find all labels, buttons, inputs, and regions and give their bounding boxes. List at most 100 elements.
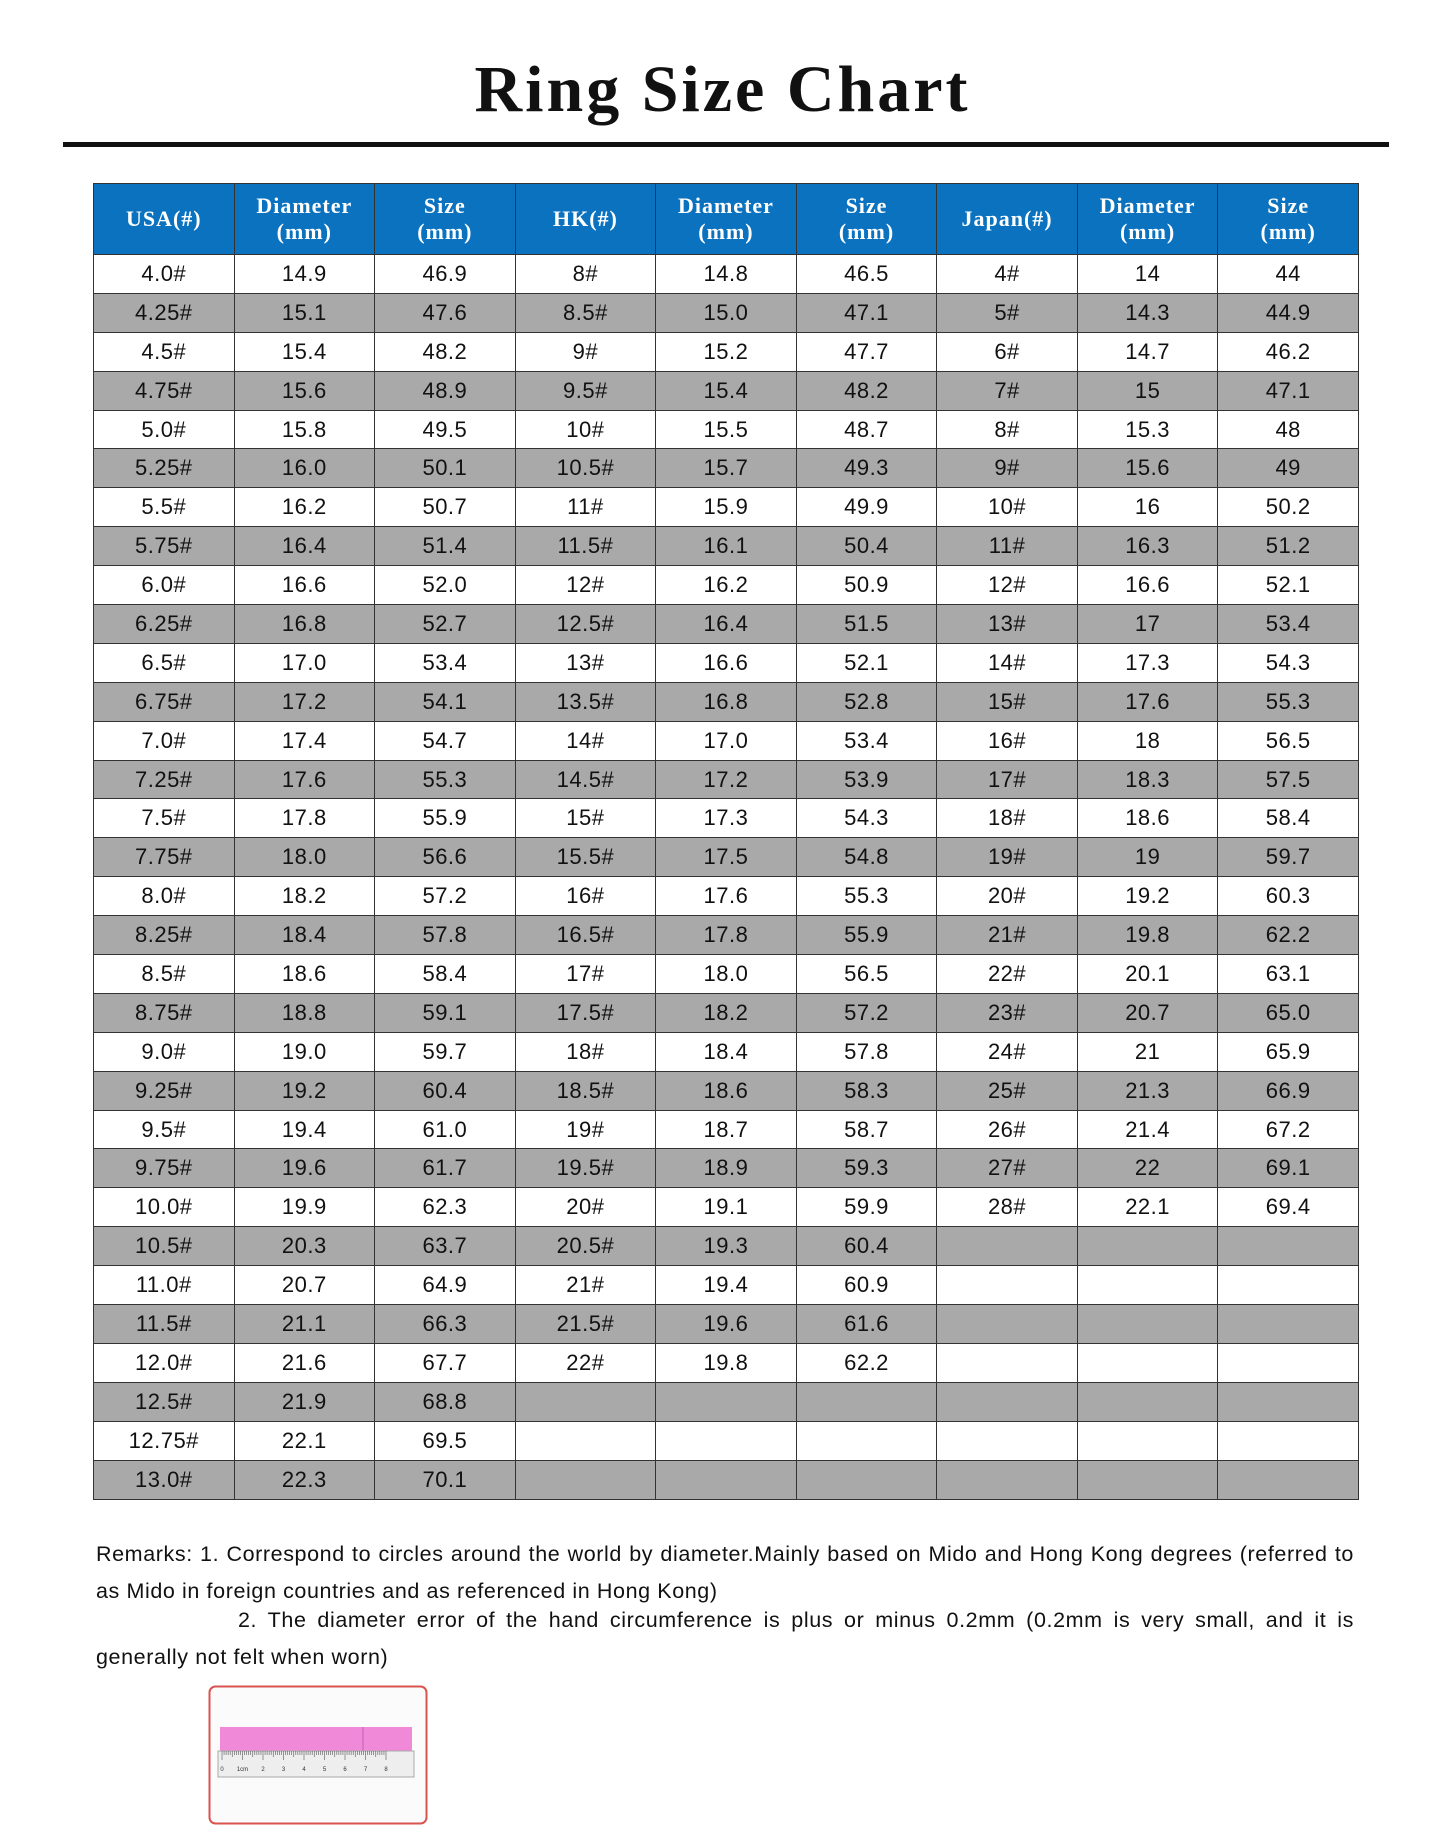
table-cell: 17.6 — [1076, 681, 1219, 722]
table-cell: 16 — [1076, 487, 1219, 528]
table-cell: 8.5# — [93, 954, 235, 994]
table-cell: 62.2 — [795, 1342, 938, 1383]
table-cell: 9.5# — [93, 1109, 235, 1150]
table-cell: 19.0 — [233, 1031, 376, 1072]
table-cell: 18.9 — [655, 1148, 797, 1189]
table-cell: 53.9 — [795, 759, 938, 800]
table-cell — [514, 1459, 657, 1500]
table-cell: 12.0# — [93, 1342, 235, 1383]
remarks: Remarks: 1. Correspond to circles around… — [96, 1536, 1354, 1676]
table-row: 5.5# 16.2 50.7 11# 15.9 49.9 10# 16 50.2 — [93, 487, 1359, 528]
table-cell: 19# — [936, 837, 1078, 878]
table-cell — [936, 1342, 1078, 1383]
table-cell — [1217, 1342, 1359, 1383]
table-cell: 64.9 — [374, 1265, 516, 1306]
table-cell: 63.7 — [374, 1226, 516, 1267]
table-cell: 11# — [936, 526, 1078, 567]
table-cell: 47.7 — [795, 331, 938, 372]
table-row: 10.5# 20.3 63.7 20.5# 19.3 60.4 — [93, 1226, 1359, 1267]
table-cell: 28# — [936, 1187, 1078, 1228]
table-row: 9.25# 19.2 60.4 18.5# 18.6 58.3 25# 21.3 66.9 — [93, 1070, 1359, 1111]
remark: Remarks: 1. Correspond to circles around… — [96, 1542, 1354, 1603]
table-row: 8.0# 18.2 57.2 16# 17.6 55.3 20# 19.2 60.3 — [93, 876, 1359, 917]
table-cell: 11.5# — [514, 526, 657, 567]
table-row: 7.75# 18.0 56.6 15.5# 17.5 54.8 19# 19 59.7 — [93, 837, 1359, 878]
title: Ring Size Chart — [474, 53, 971, 126]
table-cell: 22.3 — [233, 1459, 376, 1500]
table-cell: 19.5# — [514, 1148, 657, 1189]
table-cell: 17.8 — [233, 798, 376, 839]
table-cell: 61.0 — [374, 1109, 516, 1150]
table-cell — [1076, 1265, 1219, 1306]
table-cell: 57.8 — [795, 1031, 938, 1072]
table-cell — [1076, 1420, 1219, 1461]
table-cell: 8# — [936, 409, 1078, 450]
table-cell: 17.5# — [514, 992, 657, 1033]
table-cell: 4.25# — [93, 292, 235, 333]
table-cell: 20# — [936, 876, 1078, 917]
table-cell: 51.5 — [795, 604, 938, 644]
table-cell: 19.2 — [1076, 876, 1219, 917]
table-cell — [936, 1304, 1078, 1344]
table-cell — [1217, 1381, 1359, 1422]
table-cell: 50.2 — [1217, 487, 1359, 528]
table-cell: 52.1 — [1217, 565, 1359, 606]
table-cell: 8.0# — [93, 876, 235, 917]
table-row: 6.5# 17.0 53.4 13# 16.6 52.1 14# 17.3 54.3 — [93, 642, 1359, 683]
table-cell: 8.25# — [93, 915, 235, 956]
table-row: 5.25# 16.0 50.1 10.5# 15.7 49.3 9# 15.6 49 — [93, 448, 1359, 489]
table-cell: 59.9 — [795, 1187, 938, 1228]
table-cell — [1076, 1459, 1219, 1500]
ruler-image: 0 1cm 2 3 4 5 6 7 8 — [208, 1685, 428, 1825]
table-cell: 7.0# — [93, 720, 235, 761]
table-cell: 14.3 — [1076, 292, 1219, 333]
table-cell — [936, 1420, 1078, 1461]
table-cell: 9.75# — [93, 1148, 235, 1189]
table-cell: 14.8 — [655, 254, 797, 294]
header-cell: Diameter (mm) — [655, 183, 797, 255]
table-cell: 60.4 — [374, 1070, 516, 1111]
table-row: 12.5# 21.9 68.8 — [93, 1381, 1359, 1422]
ruler-ticks: 0 1cm 2 3 4 5 6 7 8 — [220, 1751, 388, 1773]
table-cell: 20.7 — [1076, 992, 1219, 1033]
table-row: 11.5# 21.1 66.3 21.5# 19.6 61.6 — [93, 1304, 1359, 1344]
table-cell: 19.3 — [655, 1226, 797, 1267]
table-cell: 11.0# — [93, 1265, 235, 1306]
table-row: 9.0# 19.0 59.7 18# 18.4 57.8 24# 21 65.9 — [93, 1031, 1359, 1072]
table-cell: 17.0 — [655, 720, 797, 761]
table-cell: 9.0# — [93, 1031, 235, 1072]
table-cell: 7.5# — [93, 798, 235, 839]
table-cell: 69.4 — [1217, 1187, 1359, 1228]
table-cell: 57.8 — [374, 915, 516, 956]
table-cell: 49 — [1217, 448, 1359, 489]
table-cell: 14# — [936, 642, 1078, 683]
table-cell: 44 — [1217, 254, 1359, 294]
table-cell: 19.1 — [655, 1187, 797, 1228]
table-row: 6.25# 16.8 52.7 12.5# 16.4 51.5 13# 17 53.4 — [93, 604, 1359, 644]
table-cell: 49.5 — [374, 409, 516, 450]
table-cell: 4.75# — [93, 370, 235, 411]
table-cell: 18.2 — [655, 992, 797, 1033]
table-cell: 54.1 — [374, 681, 516, 722]
table-cell: 58.3 — [795, 1070, 938, 1111]
table-row: 9.5# 19.4 61.0 19# 18.7 58.7 26# 21.4 67.2 — [93, 1109, 1359, 1150]
table-cell: 12# — [936, 565, 1078, 606]
table-cell: 22# — [936, 954, 1078, 994]
table-cell: 17.0 — [233, 642, 376, 683]
table-cell: 17.6 — [233, 759, 376, 800]
table-cell: 19.6 — [233, 1148, 376, 1189]
table-cell: 10# — [936, 487, 1078, 528]
table-cell: 56.5 — [795, 954, 938, 994]
table-cell: 6.25# — [93, 604, 235, 644]
table-cell: 59.7 — [1217, 837, 1359, 878]
table-cell: 16# — [936, 720, 1078, 761]
table-cell: 21.3 — [1076, 1070, 1219, 1111]
table-row: 7.5# 17.8 55.9 15# 17.3 54.3 18# 18.6 58.4 — [93, 798, 1359, 839]
table-cell — [1217, 1420, 1359, 1461]
table-cell: 50.7 — [374, 487, 516, 528]
table-cell: 9.25# — [93, 1070, 235, 1111]
title-rule — [63, 142, 1389, 147]
table-cell: 68.8 — [374, 1381, 516, 1422]
table-cell: 12.5# — [93, 1381, 235, 1422]
